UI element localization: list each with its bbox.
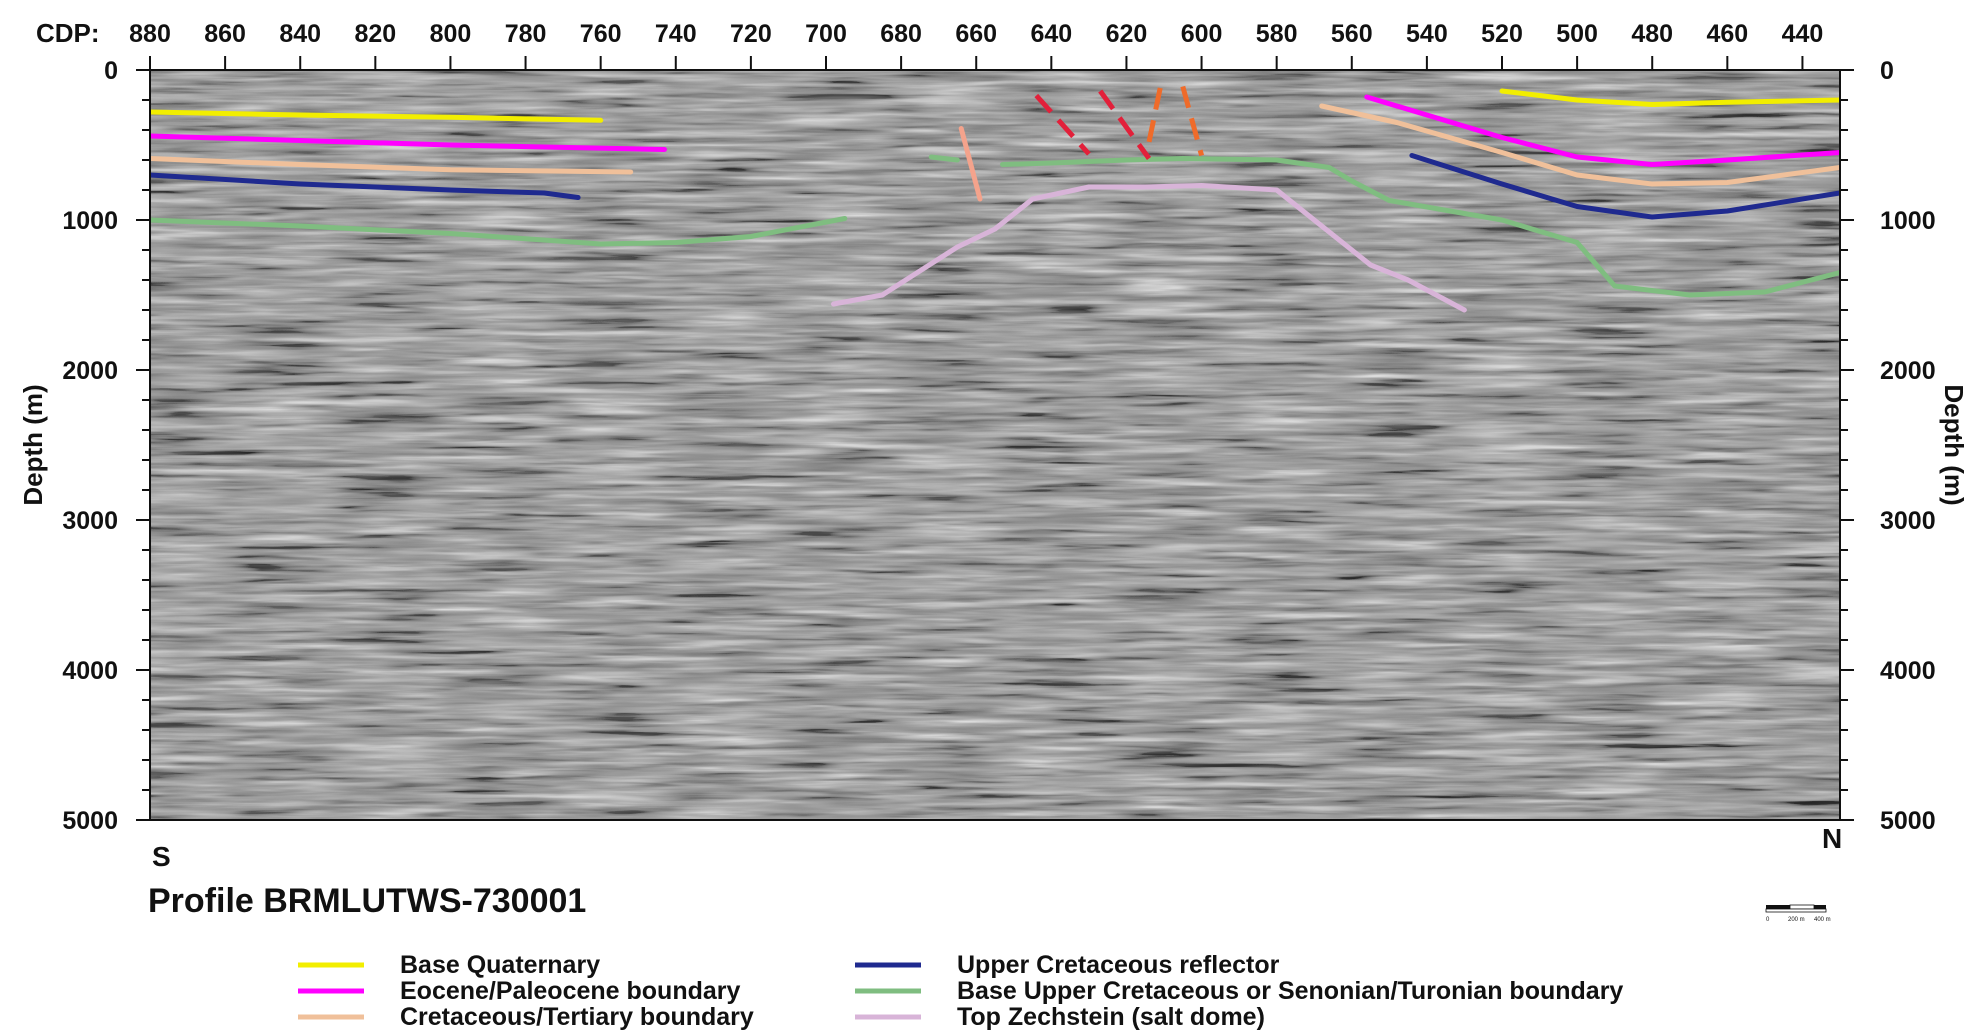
cdp-tick-label: 480 [1631, 20, 1673, 48]
legend-label-base-upper-cretaceous-or-senonian-turonian-boundary: Base Upper Cretaceous or Senonian/Turoni… [957, 977, 1623, 1005]
scale-bar: 0 200 m 400 m [1765, 904, 1831, 923]
cdp-tick-label: 540 [1406, 20, 1448, 48]
depth-tick-label: 4000 [1880, 657, 1936, 685]
eocene-paleocene-boundary-line-2 [1364, 94, 1840, 167]
depth-tick-label: 1000 [62, 207, 118, 235]
cdp-tick-label: 740 [655, 20, 697, 48]
depth-tick-label: 0 [104, 57, 118, 85]
seismic-texture [150, 70, 1840, 820]
legend-label-base-quaternary: Base Quaternary [400, 951, 600, 979]
depth-axis-left: 0 1000 2000 3000 4000 5000 [62, 57, 150, 835]
depth-axis-label-right: Depth (m) [1939, 384, 1969, 505]
cretaceous-tertiary-boundary-line-1 [150, 156, 634, 175]
depth-tick-label: 2000 [62, 357, 118, 385]
cdp-tick-label: 460 [1706, 20, 1748, 48]
depth-axis-label-left: Depth (m) [18, 384, 48, 505]
cdp-axis: 880 860 840 820 800 780 760 740 720 700 680 660 640 6… [129, 20, 1823, 70]
depth-axis-right: 0 1000 2000 3000 4000 5000 [1840, 57, 1936, 835]
legend-label-cretaceous-tertiary-boundary: Cretaceous/Tertiary boundary [400, 1003, 754, 1031]
cdp-tick-label: 700 [805, 20, 847, 48]
legend-label-top-zechstein-salt-dome: Top Zechstein (salt dome) [957, 1003, 1265, 1031]
cdp-tick-label: 840 [279, 20, 321, 48]
horizon-lines [150, 85, 1840, 313]
depth-tick-label: 4000 [62, 657, 118, 685]
fault-line-2 [1098, 89, 1152, 160]
legend-label-eocene-paleocene-boundary: Eocene/Paleocene boundary [400, 977, 740, 1005]
cdp-tick-label: 640 [1030, 20, 1072, 48]
cretaceous-tertiary-boundary-line-2 [1319, 103, 1840, 187]
depth-tick-label: 5000 [62, 807, 118, 835]
cdp-tick-label: 860 [204, 20, 246, 48]
north-label: N [1822, 823, 1842, 854]
upper-cretaceous-reflector-line-2 [1409, 153, 1840, 220]
fault-line-1 [1146, 87, 1163, 143]
base-upper-cretaceous-or-senonian-turonian-boundary-line-2 [928, 154, 960, 163]
cdp-axis-label: CDP: [36, 18, 100, 48]
cdp-tick-label: 660 [955, 20, 997, 48]
top-zechstein-salt-dome-line-1 [831, 183, 1467, 313]
cdp-tick-label: 600 [1181, 20, 1223, 48]
south-label: S [152, 841, 171, 872]
cdp-tick-label: 880 [129, 20, 171, 48]
base-quaternary-line-1 [150, 109, 604, 123]
depth-tick-label: 1000 [1880, 207, 1936, 235]
cdp-tick-label: 580 [1256, 20, 1298, 48]
base-quaternary-line-2 [1499, 88, 1840, 107]
cdp-tick-label: 720 [730, 20, 772, 48]
scale-label-200: 200 m [1788, 917, 1805, 923]
legend-label-upper-cretaceous-reflector: Upper Cretaceous reflector [957, 951, 1280, 979]
depth-tick-label: 2000 [1880, 357, 1936, 385]
cdp-tick-label: 440 [1782, 20, 1824, 48]
cdp-tick-label: 620 [1106, 20, 1148, 48]
eocene-paleocene-boundary-line-1 [150, 133, 667, 152]
cdp-tick-label: 560 [1331, 20, 1373, 48]
base-upper-cretaceous-or-senonian-turonian-boundary-line-1 [150, 216, 848, 247]
cdp-tick-label: 500 [1556, 20, 1598, 48]
depth-tick-label: 3000 [62, 507, 118, 535]
fault-line-1 [958, 126, 983, 202]
depth-tick-label: 5000 [1880, 807, 1936, 835]
cdp-tick-label: 680 [880, 20, 922, 48]
scale-label-400: 400 m [1814, 917, 1831, 923]
cdp-tick-label: 520 [1481, 20, 1523, 48]
chart-title: Profile BRMLUTWS-730001 [148, 882, 586, 920]
cdp-tick-label: 820 [354, 20, 396, 48]
fault-line-1 [1034, 93, 1091, 156]
depth-tick-label: 3000 [1880, 507, 1936, 535]
base-upper-cretaceous-or-senonian-turonian-boundary-line-3 [1000, 156, 1840, 298]
cdp-tick-label: 800 [430, 20, 472, 48]
fault-line-2 [1180, 85, 1205, 157]
plot-frame [149, 69, 1841, 821]
cdp-tick-label: 760 [580, 20, 622, 48]
depth-tick-label: 0 [1880, 57, 1894, 85]
cdp-tick-label: 780 [505, 20, 547, 48]
scale-label-0: 0 [1766, 917, 1770, 923]
upper-cretaceous-reflector-line-1 [150, 172, 581, 200]
